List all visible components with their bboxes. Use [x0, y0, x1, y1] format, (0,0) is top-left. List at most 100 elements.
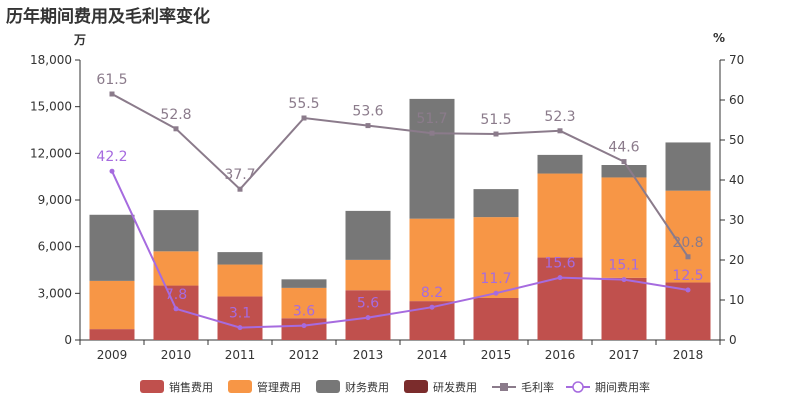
line-point: [557, 128, 563, 134]
series-line: [111, 170, 689, 329]
line-point: [365, 123, 371, 129]
legend-label: 研发费用: [433, 380, 477, 394]
bar-segment: [153, 210, 199, 252]
data-label: 5.6: [357, 296, 379, 312]
right-axis-tick-label: 0: [729, 333, 737, 347]
data-label: 3.1: [229, 306, 251, 322]
series-line: [111, 93, 689, 258]
line-point: [109, 168, 115, 174]
data-label: 8.2: [421, 285, 443, 301]
line-point: [557, 275, 563, 281]
right-axis-unit: %: [713, 31, 726, 45]
left-axis-tick-label: 0: [64, 333, 72, 347]
x-axis-tick-label: 2009: [97, 348, 128, 362]
bar-segment: [345, 259, 391, 291]
left-axis-tick-label: 12,000: [30, 146, 72, 160]
data-label: 52.3: [544, 109, 575, 125]
line-point: [493, 131, 499, 137]
data-label: 53.6: [352, 104, 383, 120]
bar-segment: [473, 217, 519, 298]
x-axis-tick-label: 2013: [353, 348, 384, 362]
right-axis-tick-label: 10: [729, 293, 744, 307]
bar-segment: [601, 165, 647, 178]
bar-segment: [665, 142, 711, 191]
line-point: [173, 306, 179, 312]
line-point: [685, 254, 691, 260]
line-point: [173, 126, 179, 132]
bar-segment: [89, 214, 135, 281]
line-point: [621, 159, 627, 165]
data-label: 61.5: [96, 72, 127, 88]
legend-label: 毛利率: [521, 380, 554, 394]
legend-label: 期间费用率: [595, 380, 650, 394]
bar-segment: [89, 280, 135, 330]
chart-title: 历年期间费用及毛利率变化: [6, 7, 210, 27]
legend-swatch: [228, 380, 252, 393]
right-axis-tick-label: 30: [729, 213, 744, 227]
x-axis-tick-label: 2017: [609, 348, 640, 362]
legend-marker: [500, 383, 508, 391]
bar-segment: [537, 173, 583, 258]
bar-segment: [153, 251, 199, 286]
right-axis-tick-label: 60: [729, 93, 744, 107]
left-axis-tick-label: 15,000: [30, 100, 72, 114]
right-axis-tick-label: 70: [729, 53, 744, 67]
line-point: [301, 115, 307, 121]
data-label: 51.5: [480, 112, 511, 128]
bar-segment: [345, 210, 391, 260]
legend-swatch: [404, 380, 428, 393]
x-axis-tick-label: 2018: [673, 348, 704, 362]
x-axis-tick-label: 2015: [481, 348, 512, 362]
bar-segment: [665, 190, 711, 283]
data-label: 42.2: [96, 149, 127, 165]
right-axis-tick-label: 40: [729, 173, 744, 187]
data-label: 3.6: [293, 304, 315, 320]
line-point: [493, 290, 499, 296]
x-axis-tick-label: 2016: [545, 348, 576, 362]
line-point: [301, 323, 307, 329]
right-axis-tick-label: 50: [729, 133, 744, 147]
data-label: 37.7: [224, 167, 255, 183]
data-label: 44.6: [608, 140, 639, 156]
bar-segment: [89, 329, 135, 340]
data-label: 15.1: [608, 258, 639, 274]
legend-swatch: [140, 380, 164, 393]
x-axis-tick-label: 2014: [417, 348, 448, 362]
line-point: [109, 91, 115, 97]
bar-segment: [217, 296, 263, 340]
bar-segment: [217, 252, 263, 265]
line-point: [237, 186, 243, 192]
bar-segment: [281, 279, 327, 288]
bar-segment: [409, 98, 455, 219]
data-label: 51.7: [416, 111, 447, 127]
line-point: [237, 325, 243, 331]
legend-label: 销售费用: [169, 380, 213, 394]
bar-segment: [409, 218, 455, 302]
left-axis-unit: 万: [74, 33, 87, 47]
bar-segment: [601, 177, 647, 278]
bar-segment: [601, 277, 647, 340]
left-axis-tick-label: 18,000: [30, 53, 72, 67]
data-label: 7.8: [165, 287, 187, 303]
line-point: [429, 130, 435, 136]
data-label: 52.8: [160, 107, 191, 123]
left-axis-tick-label: 3,000: [38, 286, 72, 300]
line-point: [685, 287, 691, 293]
data-label: 12.5: [672, 268, 703, 284]
data-label: 20.8: [672, 235, 703, 251]
left-axis-tick-label: 9,000: [38, 193, 72, 207]
line-point: [365, 315, 371, 321]
left-axis-tick-label: 6,000: [38, 240, 72, 254]
x-axis-tick-label: 2012: [289, 348, 320, 362]
bar-segment: [281, 287, 327, 319]
legend-label: 财务费用: [345, 380, 389, 394]
bar-segment: [537, 257, 583, 340]
right-axis-tick-label: 20: [729, 253, 744, 267]
data-label: 15.6: [544, 256, 575, 272]
bar-segment: [537, 154, 583, 174]
bar-segment: [281, 318, 327, 340]
bar-segment: [473, 189, 519, 218]
legend-swatch: [316, 380, 340, 393]
legend-marker: [572, 381, 584, 393]
